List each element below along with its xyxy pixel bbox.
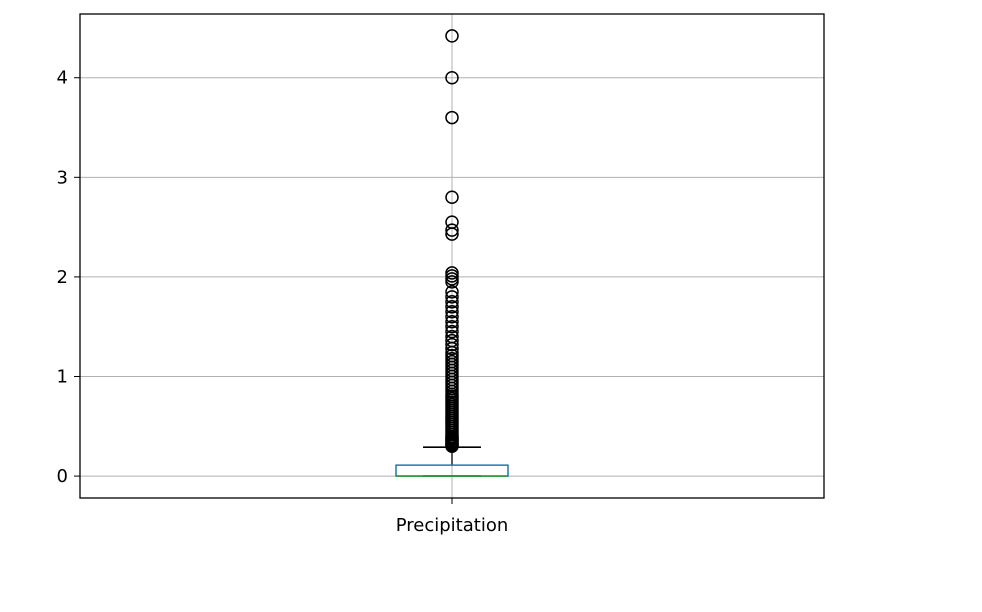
- outlier-point: [445, 29, 459, 43]
- outlier-point: [445, 324, 459, 339]
- grid-lines: [80, 14, 824, 498]
- y-tick-label: 3: [57, 167, 68, 188]
- outlier-point: [445, 295, 459, 309]
- outlier-points: [445, 29, 459, 453]
- y-tick-label: 0: [57, 466, 68, 487]
- outlier-point: [445, 215, 459, 229]
- x-axis: Precipitation: [396, 498, 509, 536]
- y-axis: 0 1 2 3 4: [57, 68, 80, 487]
- outlier-point: [445, 190, 459, 204]
- outlier-point: [445, 329, 459, 344]
- x-tick-label: Precipitation: [396, 515, 509, 536]
- outlier-point: [445, 110, 459, 125]
- outlier-point: [445, 290, 459, 304]
- outlier-point: [445, 70, 459, 85]
- outlier-point: [445, 314, 459, 329]
- outlier-point: [445, 266, 459, 280]
- outlier-point: [445, 333, 459, 348]
- y-tick-label: 2: [57, 267, 68, 288]
- y-tick-label: 1: [57, 367, 68, 388]
- outlier-point: [445, 300, 459, 314]
- y-tick-label: 4: [57, 68, 68, 89]
- outlier-point: [445, 223, 459, 237]
- outlier-point: [445, 309, 459, 324]
- outlier-point: [445, 285, 459, 299]
- outlier-point: [445, 337, 459, 352]
- outlier-point: [445, 305, 459, 319]
- outlier-point: [445, 319, 459, 334]
